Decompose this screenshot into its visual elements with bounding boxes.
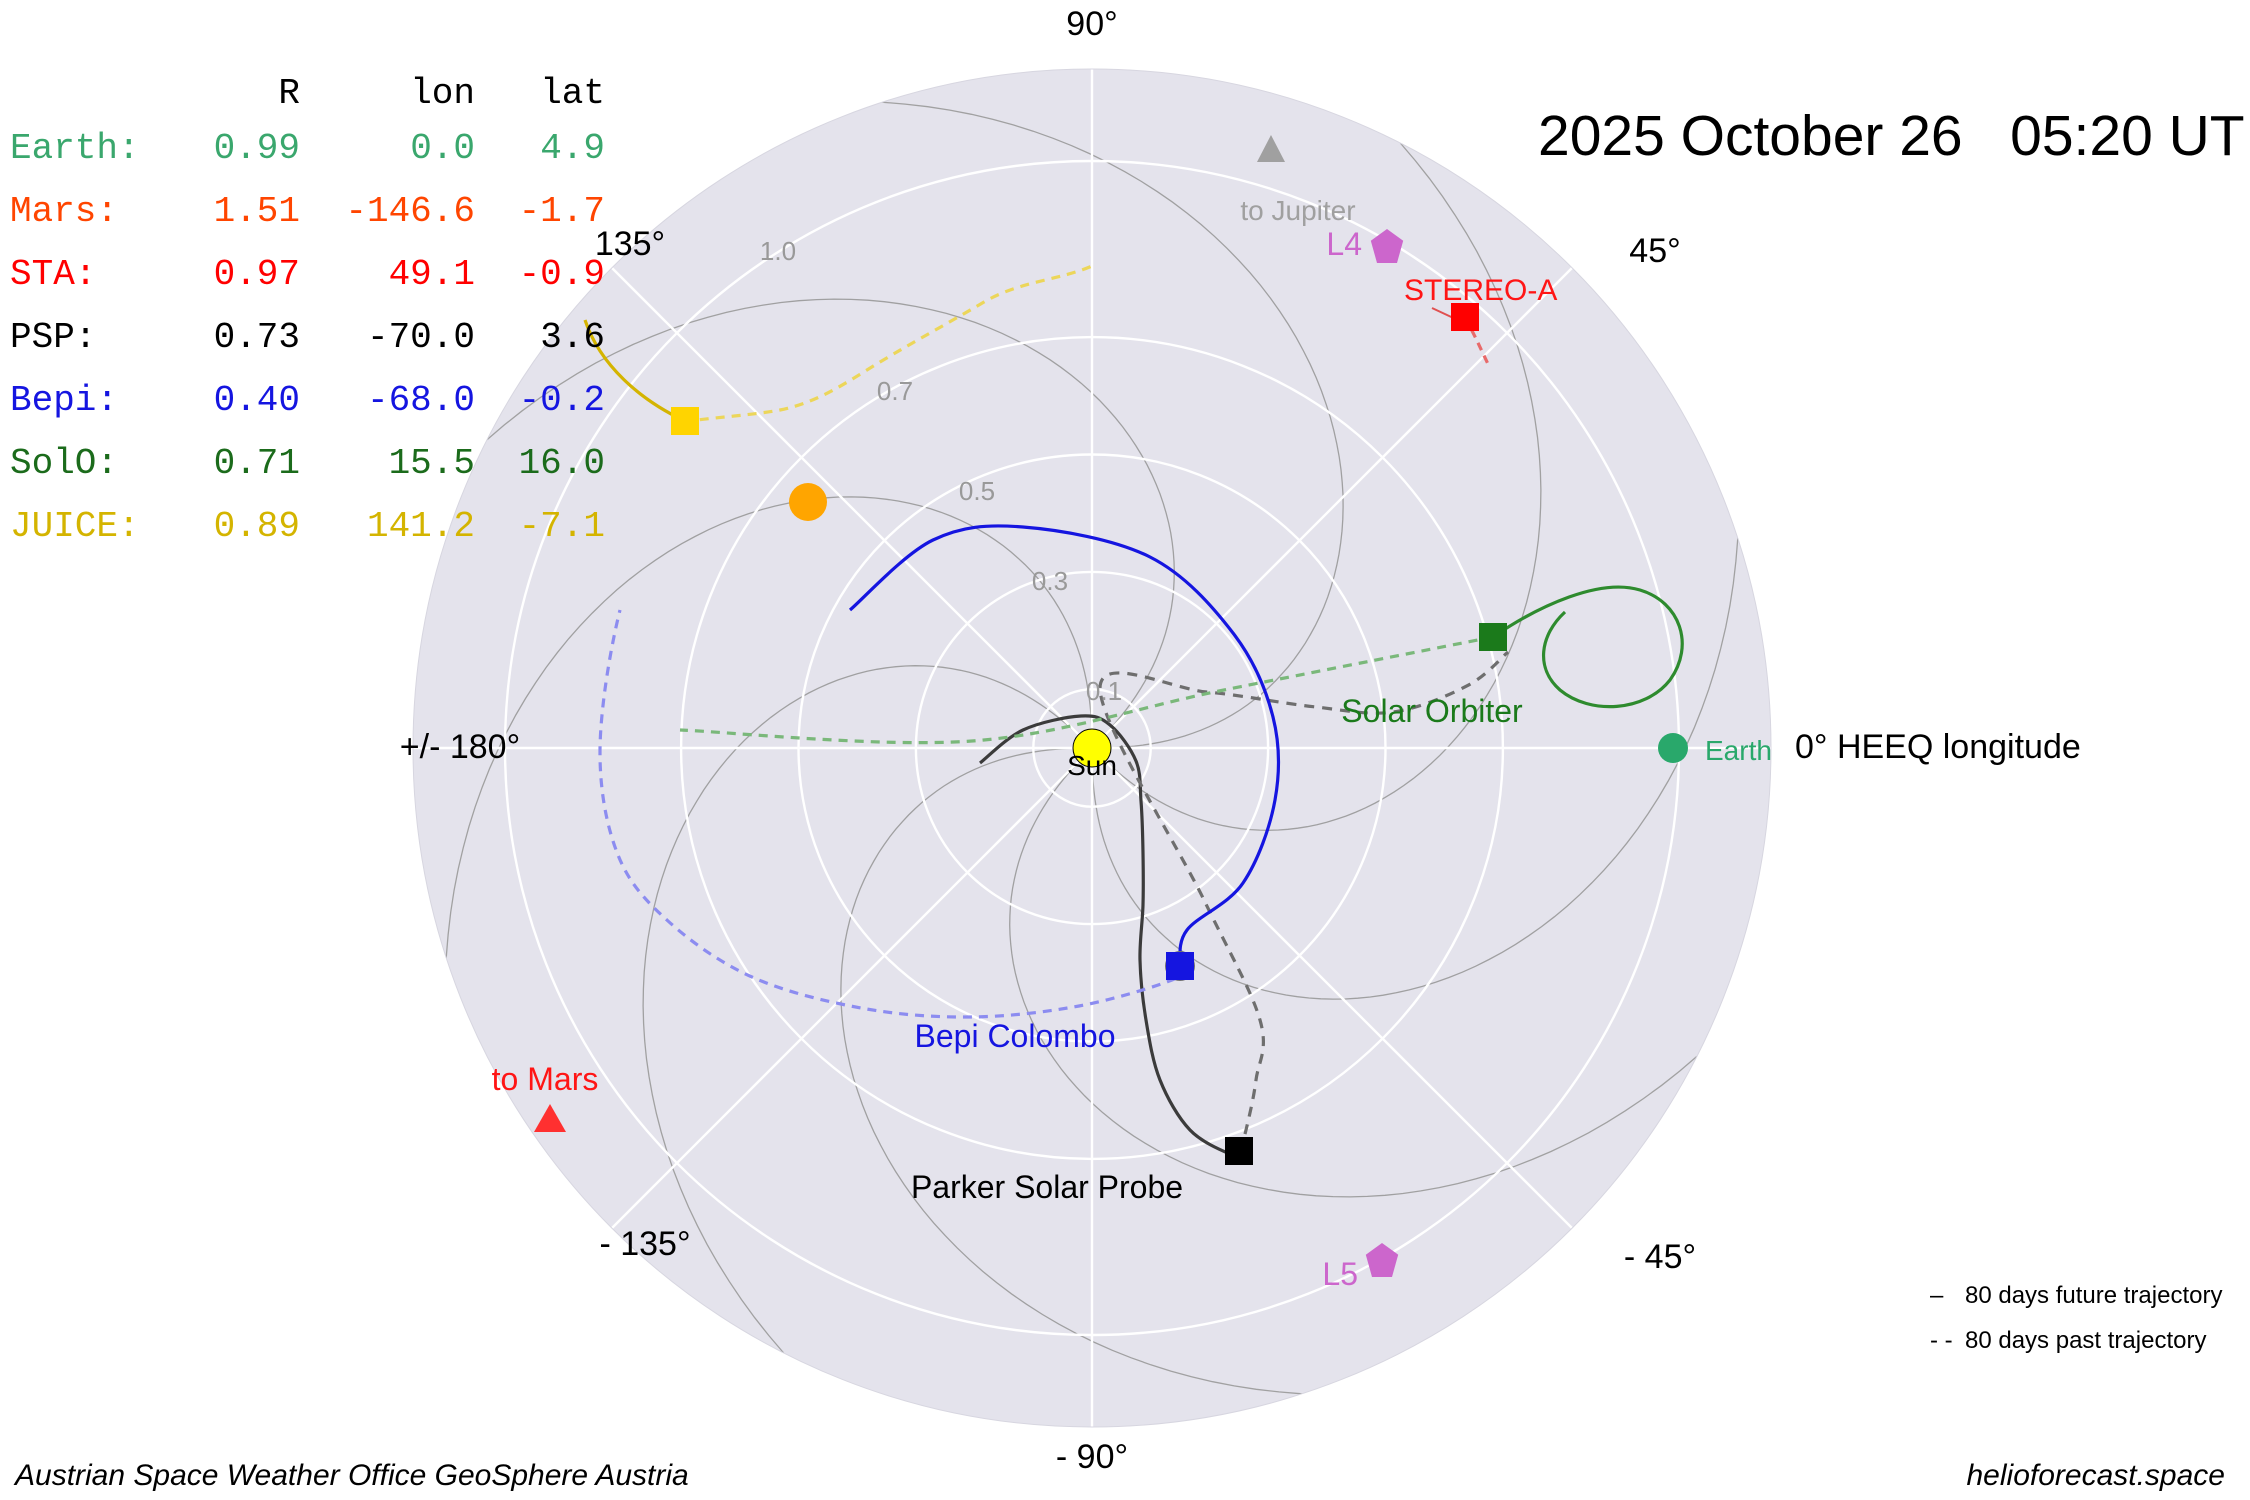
svg-text:SolO:: SolO: xyxy=(10,443,118,484)
svg-text:- 90°: - 90° xyxy=(1056,1438,1128,1476)
svg-text:Parker Solar Probe: Parker Solar Probe xyxy=(911,1169,1183,1205)
svg-text:141.2: 141.2 xyxy=(367,506,475,547)
svg-text:0.97: 0.97 xyxy=(214,254,300,295)
svg-text:- 135°: - 135° xyxy=(599,1225,690,1263)
svg-text:L4: L4 xyxy=(1326,226,1362,262)
svg-text:-146.6: -146.6 xyxy=(345,191,475,232)
svg-text:0.1: 0.1 xyxy=(1086,676,1122,706)
svg-text:0.0: 0.0 xyxy=(410,128,475,169)
svg-text:0.7: 0.7 xyxy=(877,376,913,406)
svg-text:0.89: 0.89 xyxy=(214,506,300,547)
svg-text:PSP:: PSP: xyxy=(10,317,96,358)
svg-text:Solar Orbiter: Solar Orbiter xyxy=(1341,693,1523,729)
svg-text:3.6: 3.6 xyxy=(540,317,605,358)
svg-text:STA:: STA: xyxy=(10,254,96,295)
svg-text:lat: lat xyxy=(540,73,605,114)
svg-text:helioforecast.space: helioforecast.space xyxy=(1967,1459,2226,1492)
svg-text:0.5: 0.5 xyxy=(959,476,995,506)
svg-text:4.9: 4.9 xyxy=(540,128,605,169)
svg-text:JUICE:: JUICE: xyxy=(10,506,140,547)
svg-text:L5: L5 xyxy=(1322,1256,1358,1292)
svg-text:+/- 180°: +/- 180° xyxy=(400,728,520,766)
svg-text:STEREO-A: STEREO-A xyxy=(1404,274,1557,307)
svg-text:Sun: Sun xyxy=(1067,750,1117,781)
svg-text:49.1: 49.1 xyxy=(389,254,475,295)
svg-text:Austrian Space Weather Office: Austrian Space Weather Office GeoSphere … xyxy=(13,1459,689,1492)
svg-text:- 45°: - 45° xyxy=(1624,1238,1696,1276)
svg-text:Bepi:: Bepi: xyxy=(10,380,118,421)
svg-text:-0.9: -0.9 xyxy=(519,254,605,295)
svg-text:lon: lon xyxy=(410,73,475,114)
svg-text:- -: - - xyxy=(1930,1327,1953,1354)
svg-text:Earth:: Earth: xyxy=(10,128,140,169)
svg-text:1.51: 1.51 xyxy=(214,191,300,232)
svg-text:0.99: 0.99 xyxy=(214,128,300,169)
svg-text:0° HEEQ longitude: 0° HEEQ longitude xyxy=(1795,728,2081,766)
svg-text:2025 October 26 05:20 UT: 2025 October 26 05:20 UT xyxy=(1538,104,2245,168)
svg-text:Earth: Earth xyxy=(1705,735,1772,766)
svg-text:0.3: 0.3 xyxy=(1032,566,1068,596)
svg-text:R: R xyxy=(278,73,300,114)
svg-text:15.5: 15.5 xyxy=(389,443,475,484)
svg-text:16.0: 16.0 xyxy=(519,443,605,484)
svg-text:135°: 135° xyxy=(595,225,665,263)
svg-text:-7.1: -7.1 xyxy=(519,506,605,547)
svg-text:80 days past trajectory: 80 days past trajectory xyxy=(1965,1327,2206,1354)
svg-text:to Mars: to Mars xyxy=(492,1061,599,1097)
svg-text:Bepi Colombo: Bepi Colombo xyxy=(915,1018,1116,1054)
svg-text:0.71: 0.71 xyxy=(214,443,300,484)
svg-text:-70.0: -70.0 xyxy=(367,317,475,358)
svg-text:0.73: 0.73 xyxy=(214,317,300,358)
svg-text:to Jupiter: to Jupiter xyxy=(1240,195,1355,226)
svg-text:90°: 90° xyxy=(1066,5,1117,43)
svg-text:45°: 45° xyxy=(1629,232,1680,270)
svg-text:-1.7: -1.7 xyxy=(519,191,605,232)
svg-text:-68.0: -68.0 xyxy=(367,380,475,421)
svg-text:-0.2: -0.2 xyxy=(519,380,605,421)
svg-text:1.0: 1.0 xyxy=(760,236,796,266)
svg-text:0.40: 0.40 xyxy=(214,380,300,421)
svg-text:80 days future trajectory: 80 days future trajectory xyxy=(1965,1282,2222,1309)
svg-text:Mars:: Mars: xyxy=(10,191,118,232)
svg-text:–: – xyxy=(1930,1282,1944,1309)
